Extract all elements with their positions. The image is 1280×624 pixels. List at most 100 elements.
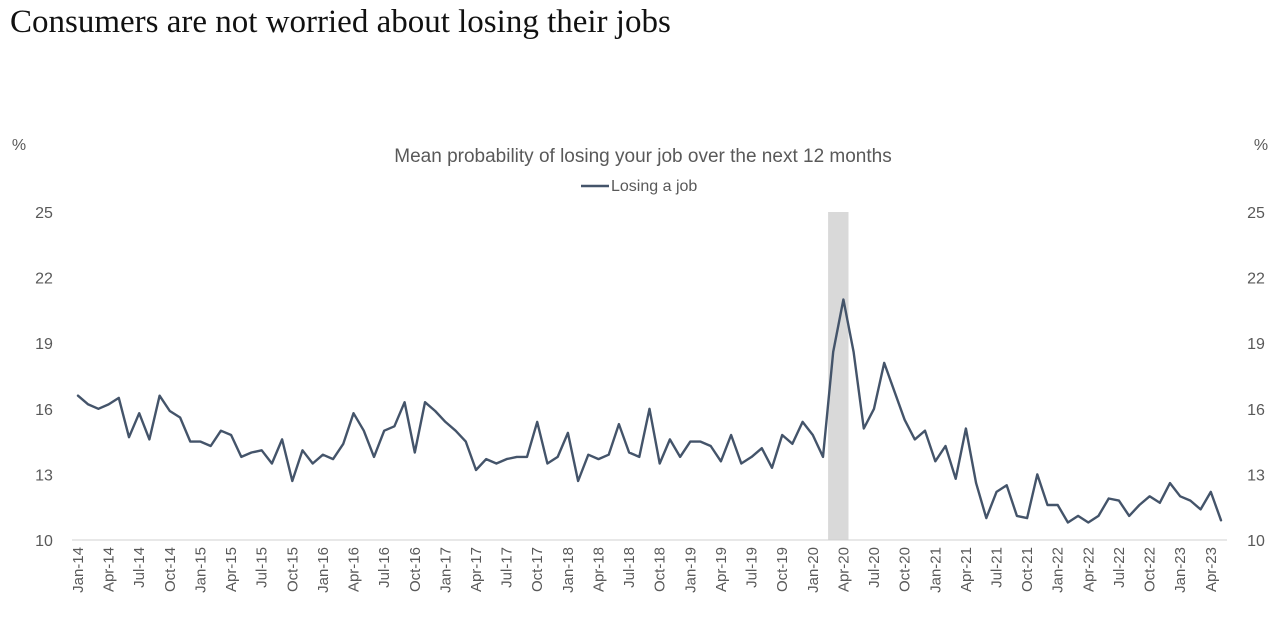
data-point xyxy=(659,462,661,464)
data-point xyxy=(1057,504,1059,506)
data-point xyxy=(230,434,232,436)
x-tick-label: Oct-16 xyxy=(407,547,424,592)
data-point xyxy=(403,401,405,403)
data-point xyxy=(454,429,456,431)
data-point xyxy=(934,460,936,462)
series-line-losing-a-job xyxy=(76,298,1223,524)
data-point xyxy=(914,438,916,440)
data-point xyxy=(475,469,477,471)
data-point xyxy=(1097,515,1099,517)
data-point xyxy=(281,438,283,440)
data-point xyxy=(965,427,967,429)
data-point xyxy=(618,423,620,425)
data-point xyxy=(801,421,803,423)
left-y-tick-label: 22 xyxy=(35,271,53,288)
data-point xyxy=(1189,499,1191,501)
data-point xyxy=(1046,504,1048,506)
data-point xyxy=(352,412,354,414)
x-tick-label: Jul-14 xyxy=(131,547,148,588)
data-point xyxy=(148,438,150,440)
data-point xyxy=(301,449,303,451)
x-tick-label: Jan-18 xyxy=(560,547,577,593)
data-point xyxy=(107,403,109,405)
data-point xyxy=(556,456,558,458)
data-point xyxy=(822,456,824,458)
data-point xyxy=(689,440,691,442)
data-point xyxy=(1087,521,1089,523)
data-point xyxy=(485,458,487,460)
data-point xyxy=(414,451,416,453)
data-point xyxy=(954,478,956,480)
x-tick-label: Jan-21 xyxy=(927,547,944,593)
legend-label: Losing a job xyxy=(611,178,697,195)
x-tick-label: Jul-16 xyxy=(376,547,393,588)
data-point xyxy=(118,397,120,399)
data-point xyxy=(505,458,507,460)
x-tick-label: Apr-15 xyxy=(223,547,240,592)
data-point xyxy=(1016,515,1018,517)
x-tick-label: Oct-18 xyxy=(652,547,669,592)
x-tick-label: Jul-17 xyxy=(499,547,516,588)
x-tick-label: Apr-18 xyxy=(590,547,607,592)
data-point xyxy=(271,462,273,464)
data-point xyxy=(883,362,885,364)
data-point xyxy=(710,445,712,447)
data-point xyxy=(863,427,865,429)
right-y-axis: 10 13 16 19 22 25 xyxy=(1247,205,1265,550)
data-point xyxy=(1220,519,1222,521)
left-y-tick-label: 25 xyxy=(35,205,53,222)
right-y-tick-label: 25 xyxy=(1247,205,1265,222)
data-point xyxy=(1128,515,1130,517)
data-point xyxy=(699,440,701,442)
data-point xyxy=(322,454,324,456)
data-point xyxy=(1159,502,1161,504)
x-tick-label: Jan-22 xyxy=(1050,547,1067,593)
data-point xyxy=(628,451,630,453)
data-point xyxy=(465,440,467,442)
data-point xyxy=(730,434,732,436)
data-point xyxy=(373,456,375,458)
data-point xyxy=(852,351,854,353)
right-y-tick-label: 10 xyxy=(1247,533,1265,550)
x-tick-label: Oct-22 xyxy=(1142,547,1159,592)
x-axis: Jan-14 Apr-14 Jul-14 Oct-14 Jan-15 Apr-15 Jul-… xyxy=(70,547,1220,593)
data-point xyxy=(873,408,875,410)
x-tick-label: Jan-16 xyxy=(315,547,332,593)
data-point xyxy=(189,440,191,442)
x-tick-label: Oct-14 xyxy=(162,547,179,592)
data-point xyxy=(669,438,671,440)
data-point xyxy=(1026,517,1028,519)
left-y-tick-label: 10 xyxy=(35,533,53,550)
data-point xyxy=(587,454,589,456)
data-point xyxy=(761,447,763,449)
data-point xyxy=(1036,473,1038,475)
data-point xyxy=(158,394,160,396)
headline: Consumers are not worried about losing t… xyxy=(10,4,671,40)
data-point xyxy=(291,480,293,482)
x-tick-label: Apr-19 xyxy=(713,547,730,592)
x-tick-label: Jan-17 xyxy=(437,547,454,593)
data-point xyxy=(1005,484,1007,486)
data-point xyxy=(424,401,426,403)
x-tick-label: Apr-20 xyxy=(835,547,852,592)
x-tick-label: Jan-19 xyxy=(682,547,699,593)
x-tick-label: Jul-22 xyxy=(1111,547,1128,588)
chart-title: Mean probability of losing your job over… xyxy=(394,146,891,167)
data-point xyxy=(679,456,681,458)
data-point xyxy=(903,419,905,421)
data-point xyxy=(1179,495,1181,497)
x-tick-label: Apr-22 xyxy=(1080,547,1097,592)
data-point xyxy=(842,298,844,300)
data-point xyxy=(740,462,742,464)
x-tick-label: Apr-17 xyxy=(468,547,485,592)
left-axis-unit: % xyxy=(12,137,26,154)
data-point xyxy=(791,443,793,445)
data-point xyxy=(985,517,987,519)
data-point xyxy=(97,408,99,410)
right-y-tick-label: 22 xyxy=(1247,271,1265,288)
data-point xyxy=(434,410,436,412)
x-tick-label: Oct-20 xyxy=(897,547,914,592)
data-point xyxy=(771,467,773,469)
data-point xyxy=(87,403,89,405)
x-tick-label: Apr-14 xyxy=(101,547,118,592)
